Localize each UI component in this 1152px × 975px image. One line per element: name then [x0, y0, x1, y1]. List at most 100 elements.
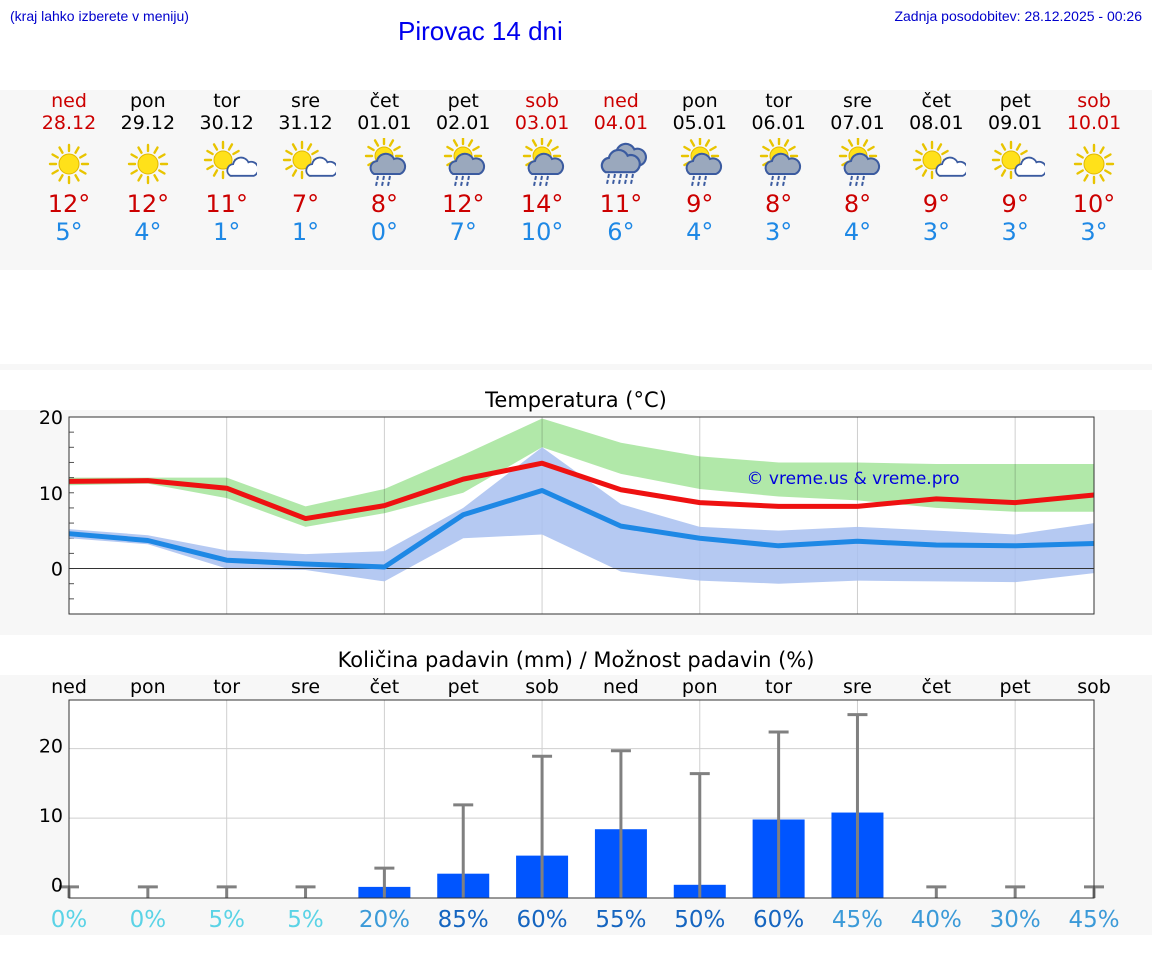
probability-label: 20%: [359, 907, 410, 933]
sun-ray: [1020, 149, 1028, 156]
sun-cloud-rain-icon: [680, 138, 722, 187]
cloud-shape: [527, 152, 565, 175]
sun-ray: [284, 164, 293, 171]
rain-drop: [545, 175, 550, 187]
sun-ray: [79, 153, 87, 159]
sun-cloud-icon: [991, 140, 1046, 180]
sun-ray: [51, 169, 59, 175]
rain-drop: [375, 175, 380, 187]
cloud-shape: [685, 152, 722, 175]
sun-icon: [1073, 143, 1115, 185]
min-temp: 7°: [449, 218, 477, 246]
sun-ray: [130, 169, 138, 175]
day-date: 06.01: [751, 112, 806, 134]
cloud-outline: [935, 156, 967, 177]
rain-drop: [460, 175, 465, 187]
sun-disc: [292, 150, 312, 170]
day-name: sob: [525, 90, 559, 112]
day-name: pon: [681, 90, 718, 112]
sun-ray: [446, 145, 455, 152]
cloud-outline: [369, 152, 407, 175]
probability-label: 45%: [1068, 907, 1119, 933]
max-temp: 8°: [765, 190, 793, 218]
day-name: tor: [213, 90, 241, 112]
y-tick-label: 10: [39, 805, 63, 827]
forecast-day: pon 05.01 9° 4°: [660, 90, 739, 246]
sun-ray: [840, 145, 849, 152]
temperature-chart-title: Temperatura (°C): [485, 388, 667, 412]
sun-ray: [922, 143, 928, 151]
rain-drop: [854, 175, 859, 187]
min-temp: 5°: [55, 218, 83, 246]
sun-ray: [866, 145, 875, 152]
cloud-outline: [226, 156, 257, 177]
max-temp: 8°: [370, 190, 399, 218]
forecast-day: ned 04.01 11° 6°: [581, 90, 660, 246]
min-temp: 1°: [213, 218, 241, 246]
day-name: sob: [1077, 90, 1111, 112]
rain-drop: [605, 173, 610, 185]
day-name: ned: [603, 90, 639, 112]
cloud-outline: [448, 152, 486, 175]
probability-label: 50%: [674, 907, 725, 933]
min-temp: 4°: [134, 218, 162, 246]
category-label: pon: [130, 676, 166, 698]
rain-drop: [454, 175, 459, 187]
rain-drop: [860, 175, 865, 187]
divider: [0, 364, 1152, 370]
cloud-shape: [600, 148, 641, 174]
max-temp: 12°: [126, 190, 170, 218]
sun-ray: [212, 169, 218, 177]
cloud-outline: [764, 152, 801, 175]
sun-ray: [74, 146, 80, 154]
min-temp: 6°: [607, 218, 635, 246]
category-label: tor: [765, 676, 792, 698]
plot-area: [69, 700, 1094, 898]
sun-ray: [787, 145, 796, 152]
sun-ray: [389, 139, 395, 147]
cloud-shape: [304, 156, 336, 177]
rain-drop: [387, 175, 392, 187]
sun-ray: [922, 169, 928, 177]
page-title: Pirovac 14 dni: [398, 16, 563, 46]
max-temp: 12°: [47, 190, 91, 218]
rain-drop: [533, 175, 538, 187]
sun-ray: [1076, 153, 1084, 159]
sun-disc: [137, 153, 159, 175]
rain-drops: [605, 173, 634, 185]
max-temp: 11°: [205, 190, 248, 218]
sun-shape: [1073, 143, 1115, 185]
sun-ray: [453, 139, 459, 147]
cloud-rain-icon: [600, 142, 647, 185]
probability-label: 0%: [130, 907, 167, 933]
sun-ray: [1083, 174, 1089, 182]
day-date: 02.01: [436, 112, 491, 134]
y-tick-label: 20: [39, 736, 63, 758]
sun-ray: [153, 146, 159, 154]
sun-shape: [48, 143, 90, 185]
probability-label: 60%: [753, 907, 804, 933]
cloud-shape: [764, 152, 801, 175]
sun-ray: [291, 169, 297, 177]
max-temp: 9°: [1001, 190, 1029, 218]
rain-drops: [848, 175, 865, 187]
rain-drop: [617, 173, 622, 185]
category-label: čet: [922, 676, 952, 698]
sun-shape: [913, 140, 952, 180]
max-temp: 9°: [686, 190, 714, 218]
forecast-day: čet 08.01 9° 3°: [897, 90, 976, 246]
sun-icon: [127, 143, 169, 185]
sun-ray: [546, 139, 553, 147]
category-label: pet: [448, 676, 479, 698]
cloud-outline: [304, 156, 336, 177]
day-name: sre: [291, 90, 321, 112]
sun-ray: [137, 174, 143, 182]
forecast-day: pet 09.01 9° 3°: [976, 90, 1055, 246]
sun-ray: [1099, 174, 1105, 182]
day-date: 10.01: [1066, 112, 1122, 134]
min-temp: 0°: [370, 218, 399, 246]
probability-label: 40%: [911, 907, 962, 933]
forecast-day: čet 01.01 8° 0°: [345, 90, 424, 246]
category-label: pet: [1000, 676, 1031, 698]
day-name: sre: [843, 90, 872, 112]
